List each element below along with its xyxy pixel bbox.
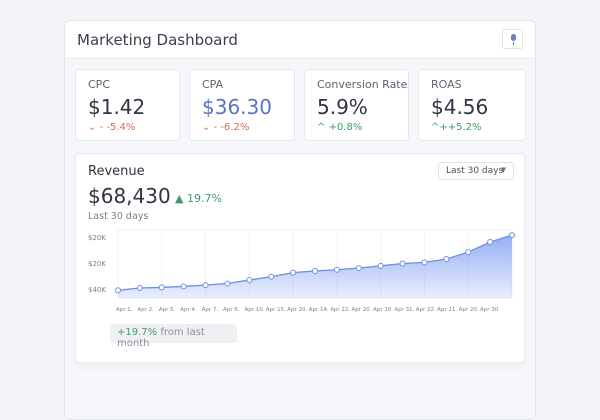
x-tick-label: Apr 31.	[394, 307, 414, 313]
metric-label: Conversion Rate	[317, 78, 408, 91]
dashboard-panel: Marketing Dashboard CPC $1.42 ⌄ - -5.4% …	[64, 20, 536, 420]
metric-card-roas: ROAS $4.56 ^++5.2%	[418, 69, 526, 141]
data-point	[224, 280, 231, 287]
x-tick-label: Apr 1.	[116, 307, 133, 313]
data-point	[443, 255, 450, 262]
metric-value: $4.56	[431, 95, 489, 119]
revenue-subtitle: Last 30 days	[88, 211, 149, 222]
x-tick-label: Apr 20.	[287, 307, 307, 313]
data-point	[290, 269, 297, 276]
metric-change: ⌄ - -5.4%	[88, 122, 135, 133]
x-tick-label: Apr 30	[480, 307, 499, 313]
data-point	[399, 260, 406, 267]
x-tick-label: Apr 20.	[373, 307, 393, 313]
data-point	[136, 285, 143, 292]
data-point	[333, 266, 340, 273]
data-point	[246, 277, 253, 284]
arrow-up-icon: ^	[317, 122, 329, 133]
x-tick-label: Apr 20.	[459, 307, 479, 313]
x-tick-label: Apr 22.	[416, 307, 436, 313]
metric-value: $36.30	[202, 95, 272, 119]
x-tick-label: Apr 21.	[437, 307, 457, 313]
data-point	[487, 238, 494, 245]
comparison-badge: +19.7% from last month	[110, 324, 237, 349]
revenue-change-text: 19.7%	[186, 192, 222, 205]
data-point	[202, 282, 209, 289]
y-tick-label: $20K	[88, 260, 106, 268]
data-point	[465, 249, 472, 256]
x-tick-label: Apr 22.	[330, 307, 350, 313]
metric-change: ^++5.2%	[431, 122, 482, 133]
data-point	[115, 287, 121, 294]
revenue-card: $40K $20K $20K Apr 1. Apr 2. Apr 5. Apr 4. Apr …	[75, 153, 525, 363]
date-range-select[interactable]: Last 30 days ▼	[438, 162, 514, 180]
data-point	[312, 267, 318, 274]
metric-card-conversion-rate: Conversion Rate 5.9% ^ +0.8%	[304, 69, 409, 141]
metric-label: CPC	[88, 78, 110, 91]
arrow-down-icon: ⌄	[88, 122, 100, 133]
arrow-down-icon: ⌄	[202, 122, 214, 133]
metric-card-cpa: CPA $36.30 ⌄ - -6.2%	[189, 69, 295, 141]
x-tick-label: Apr 6.	[223, 307, 240, 313]
metric-label: ROAS	[431, 78, 462, 91]
metric-card-cpc: CPC $1.42 ⌄ - -5.4%	[75, 69, 180, 141]
metric-change-text: - -6.2%	[213, 122, 250, 133]
data-point	[355, 265, 362, 272]
x-tick-label: Apr 5.	[159, 307, 176, 313]
metric-change: ^ +0.8%	[317, 122, 362, 133]
arrow-up-icon: ^	[431, 122, 440, 133]
data-point	[158, 284, 165, 291]
metric-label: CPA	[202, 78, 224, 91]
data-point	[180, 283, 187, 290]
revenue-change: ▲ 19.7%	[175, 192, 222, 205]
data-point	[377, 262, 384, 269]
metric-change-text: +0.8%	[328, 122, 363, 133]
metric-value: $1.42	[88, 95, 146, 119]
revenue-total: $68,430	[88, 184, 171, 208]
y-tick-label: $40K	[88, 286, 106, 294]
x-tick-label: Apr 14.	[309, 307, 329, 313]
x-tick-label: Apr 15.	[266, 307, 286, 313]
x-tick-label: Apr 4.	[180, 307, 197, 313]
page-title: Marketing Dashboard	[77, 31, 238, 49]
x-tick-label: Apr 20.	[352, 307, 372, 313]
comparison-change: +19.7%	[117, 327, 158, 338]
data-point	[268, 273, 275, 280]
data-point	[421, 259, 428, 266]
area-fill	[118, 235, 512, 298]
revenue-chart: $40K $20K $20K Apr 1. Apr 2. Apr 5. Apr 4. Apr …	[88, 229, 515, 313]
metric-value: 5.9%	[317, 95, 368, 119]
triangle-up-icon: ▲	[175, 192, 187, 205]
y-tick-label: $20K	[88, 234, 106, 242]
x-tick-label: Apr 7.	[202, 307, 219, 313]
x-tick-label: Apr 2.	[137, 307, 154, 313]
data-point	[509, 232, 515, 239]
date-range-value: Last 30 days	[446, 166, 504, 176]
revenue-title: Revenue	[88, 164, 145, 179]
caret-down-icon: ▼	[500, 166, 506, 174]
header: Marketing Dashboard	[65, 21, 535, 59]
microphone-icon[interactable]	[502, 29, 523, 49]
comparison-text: from last month	[117, 327, 205, 349]
metric-change-text: - -5.4%	[99, 122, 136, 133]
x-tick-label: Apr 10.	[244, 307, 264, 313]
metric-change-text: ++5.2%	[439, 122, 482, 133]
metric-change: ⌄ - -6.2%	[202, 122, 249, 133]
